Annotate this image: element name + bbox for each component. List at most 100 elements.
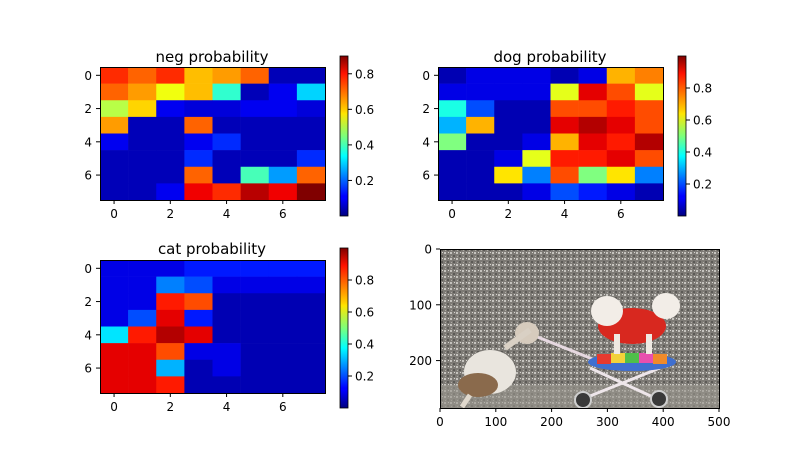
photo-y-axis-ticks: 0 100 200 [409, 243, 440, 368]
heatmap-cell-r2-c2 [156, 100, 185, 118]
heatmap-cell-r3-c3 [184, 116, 213, 134]
heatmap-cell-r5-c6 [606, 150, 636, 168]
y-tick-label: 2 [84, 295, 92, 309]
heatmap-cell-r4-c5 [240, 326, 270, 344]
heatmap-cell-r5-c1 [128, 343, 157, 361]
heatmap-cell-r1-c6 [268, 83, 298, 101]
heatmap-cell-r0-c4 [212, 67, 241, 84]
heatmap-cell-r1-c3 [184, 276, 213, 294]
colorbar-gradient [339, 247, 349, 409]
colorbar-tick-label: 0.8 [355, 274, 374, 288]
heatmap-cell-r2-c2 [156, 293, 185, 311]
heatmap-cell-r6-c2 [494, 166, 523, 184]
heatmap-cell-r0-c2 [494, 67, 523, 84]
colorbar: 0.2 0.4 0.6 0.8 [339, 55, 374, 217]
heatmap-cell-r4-c5 [240, 133, 270, 151]
x-tick-label: 2 [166, 400, 174, 414]
heatmap-cell-r7-c7 [634, 183, 664, 201]
y-tick-label: 2 [84, 102, 92, 116]
x-axis-ticks: 0 2 4 6 [448, 200, 625, 221]
heatmap-cell-r1-c2 [494, 83, 523, 101]
heatmap-cell-r7-c4 [550, 183, 579, 201]
colorbar-tick-label: 0.4 [693, 146, 712, 160]
heatmap-cell-r6-c7 [296, 359, 326, 377]
heatmap-cell-r6-c6 [606, 166, 636, 184]
heatmap-cell-r2-c6 [268, 293, 298, 311]
heatmap-cell-r3-c0 [100, 309, 129, 327]
heatmap-cell-r2-c6 [606, 100, 636, 118]
y-tick-label: 6 [84, 169, 92, 183]
heatmap-cell-r2-c3 [184, 293, 213, 311]
heatmap-cell-r5-c5 [240, 150, 270, 168]
heatmap-title: cat probability [158, 240, 266, 258]
heatmap-cell-r0-c1 [466, 67, 495, 84]
heatmap-cell-r1-c1 [128, 276, 157, 294]
heatmap-cell-r0-c2 [156, 260, 185, 277]
heatmap-cell-r6-c2 [156, 359, 185, 377]
heatmap-cell-r2-c4 [212, 100, 241, 118]
heatmap-frame [100, 67, 326, 201]
heatmap-cell-r3-c0 [438, 116, 467, 134]
heatmap-cell-r2-c2 [494, 100, 523, 118]
heatmap-cell-r7-c1 [128, 376, 157, 394]
colorbar-tick-label: 0.2 [355, 174, 374, 188]
heatmap-cell-r5-c5 [578, 150, 608, 168]
heatmap-cell-r6-c1 [466, 166, 495, 184]
heatmap-cell-r4-c2 [156, 133, 185, 151]
heatmap-cell-r2-c5 [578, 100, 608, 118]
heatmap-cell-r4-c1 [466, 133, 495, 151]
y-tick-label: 4 [84, 328, 92, 342]
heatmap-cell-r3-c1 [128, 116, 157, 134]
heatmap-cell-r3-c7 [296, 309, 326, 327]
heatmap-cell-r4-c3 [184, 133, 213, 151]
heatmap-cell-r3-c4 [212, 116, 241, 134]
heatmap-cell-r3-c0 [100, 116, 129, 134]
photo-x-tick-label: 500 [708, 415, 731, 429]
heatmap-cell-r7-c0 [438, 183, 467, 201]
heatmap-cell-r5-c6 [268, 343, 298, 361]
heatmap-cell-r0-c6 [606, 67, 636, 84]
heatmap-cell-r4-c7 [296, 326, 326, 344]
heatmap-cell-r4-c3 [522, 133, 551, 151]
heatmap-cell-r6-c5 [240, 166, 270, 184]
heatmap-cell-r3-c2 [156, 309, 185, 327]
heatmap-cell-r6-c3 [184, 166, 213, 184]
x-tick-label: 2 [504, 207, 512, 221]
heatmap-cell-r6-c6 [268, 166, 298, 184]
heatmap-cell-r4-c4 [212, 326, 241, 344]
colorbar-ticks: 0.2 0.4 0.6 0.8 [348, 274, 374, 384]
heatmap-cell-r1-c5 [578, 83, 608, 101]
heatmap-cell-r4-c2 [494, 133, 523, 151]
heatmap-cell-r0-c7 [296, 260, 326, 277]
heatmap-cell-r2-c0 [100, 293, 129, 311]
heatmap-panel-neg: neg probability 0 2 4 6 0 2 4 6 0.2 0.4 0.6 0.8 [84, 48, 374, 221]
heatmap-cell-r4-c6 [606, 133, 636, 151]
heatmap-cell-r1-c6 [606, 83, 636, 101]
x-axis-ticks: 0 2 4 6 [110, 393, 287, 414]
heatmap-cell-r6-c3 [522, 166, 551, 184]
colorbar-tick-label: 0.8 [693, 82, 712, 96]
heatmap-cell-r2-c7 [296, 100, 326, 118]
heatmap-cell-r0-c6 [268, 67, 298, 84]
heatmap-cell-r1-c1 [128, 83, 157, 101]
heatmap-cell-r7-c5 [578, 183, 608, 201]
heatmap-cell-r4-c1 [128, 326, 157, 344]
heatmap-cell-r1-c4 [550, 83, 579, 101]
heatmap-cell-r3-c7 [296, 116, 326, 134]
heatmap-cell-r4-c0 [438, 133, 467, 151]
heatmap-cell-r5-c3 [522, 150, 551, 168]
heatmap-cell-r2-c0 [438, 100, 467, 118]
cat-drawing [458, 322, 539, 409]
heatmap-cell-r7-c0 [100, 183, 129, 201]
heatmap-cell-r5-c0 [438, 150, 467, 168]
heatmap-cell-r3-c1 [128, 309, 157, 327]
heatmap-cell-r6-c4 [212, 359, 241, 377]
heatmap-cell-r6-c0 [100, 166, 129, 184]
heatmap-cell-r5-c4 [212, 343, 241, 361]
heatmap-cell-r0-c5 [240, 67, 270, 84]
heatmap-cell-r7-c7 [296, 376, 326, 394]
heatmap-cell-r1-c6 [268, 276, 298, 294]
heatmap-cell-r3-c5 [240, 116, 270, 134]
colorbar-tick-label: 0.4 [355, 138, 374, 152]
x-tick-label: 0 [110, 207, 118, 221]
